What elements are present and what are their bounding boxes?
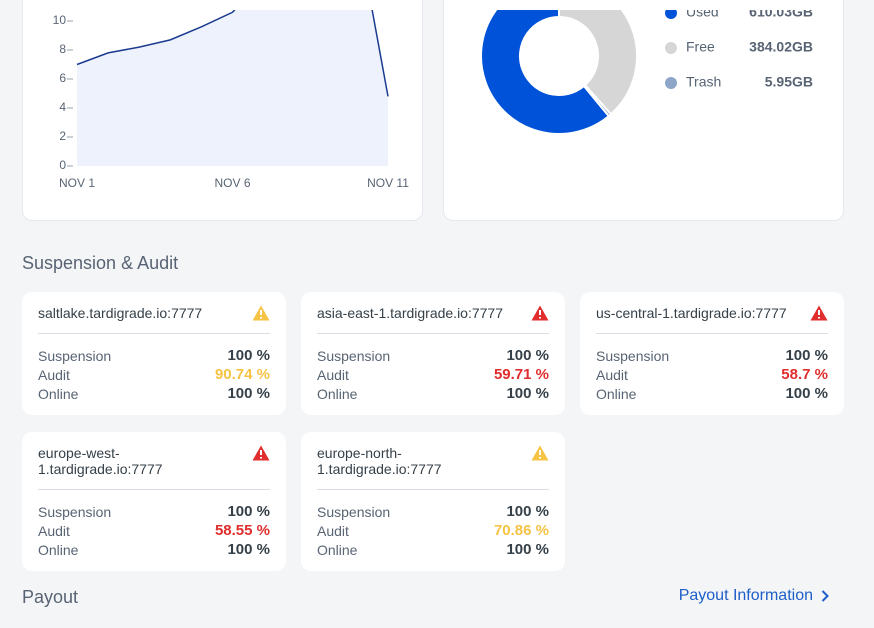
stat-label: Suspension bbox=[317, 503, 391, 520]
stat-value: 90.74 % bbox=[214, 366, 270, 383]
x-tick-label: NOV 11 bbox=[367, 176, 409, 190]
y-tick-label: 0 bbox=[59, 158, 66, 172]
stat-label: Online bbox=[596, 385, 637, 402]
warning-icon bbox=[531, 445, 549, 461]
charts: Used 610.03GB Free 384.02GB Trash 5.95GB 0 2 4 6… bbox=[53, 4, 813, 190]
card-header: asia-east-1.tardigrade.io:7777 bbox=[317, 305, 549, 334]
stat-row: Suspension 100 % bbox=[38, 502, 270, 521]
legend-value: 5.95GB bbox=[765, 74, 813, 90]
card-title: europe-west-1.tardigrade.io:7777 bbox=[38, 445, 163, 477]
legend-label: Trash bbox=[686, 74, 721, 90]
stat-row: Suspension 100 % bbox=[38, 346, 270, 365]
y-tick-label: 8 bbox=[59, 42, 66, 56]
donut-slice bbox=[558, 10, 638, 116]
stat-row: Online 100 % bbox=[38, 540, 270, 559]
stat-value: 100 % bbox=[227, 385, 270, 402]
card-title: saltlake.tardigrade.io:7777 bbox=[38, 305, 203, 321]
warning-icon bbox=[252, 305, 270, 321]
section-heading: Suspension & Audit bbox=[22, 253, 179, 273]
stat-value: 100 % bbox=[785, 347, 828, 364]
node-card: us-central-1.tardigrade.io:7777 Suspensio… bbox=[580, 292, 844, 415]
x-tick-label: NOV 1 bbox=[59, 176, 95, 190]
card-header: us-central-1.tardigrade.io:7777 bbox=[596, 305, 828, 334]
stat-row: Online 100 % bbox=[38, 384, 270, 403]
legend-dot bbox=[665, 42, 677, 54]
stat-value: 70.86 % bbox=[493, 522, 549, 539]
stat-row: Audit 70.86 % bbox=[317, 521, 549, 540]
stat-value: 100 % bbox=[785, 385, 828, 402]
stat-row: Suspension 100 % bbox=[317, 502, 549, 521]
node-card: europe-west-1.tardigrade.io:7777 Suspensi… bbox=[22, 432, 286, 571]
warning-icon bbox=[252, 445, 270, 461]
stat-label: Audit bbox=[38, 522, 70, 539]
stat-label: Audit bbox=[38, 366, 70, 383]
legend-value: 384.02GB bbox=[749, 39, 813, 55]
stat-label: Online bbox=[317, 385, 358, 402]
stat-value: 58.55 % bbox=[214, 522, 270, 539]
warning-icon bbox=[810, 305, 828, 321]
card-title: asia-east-1.tardigrade.io:7777 bbox=[317, 305, 504, 321]
legend-value: 610.03GB bbox=[749, 4, 813, 20]
stat-value: 100 % bbox=[506, 541, 549, 558]
y-tick-label: 4 bbox=[59, 100, 66, 114]
line bbox=[76, 10, 389, 97]
node-card: asia-east-1.tardigrade.io:7777 Suspension… bbox=[301, 292, 565, 415]
link-text[interactable]: Payout Information bbox=[678, 587, 813, 604]
stat-label: Audit bbox=[317, 366, 349, 383]
stat-value: 100 % bbox=[506, 385, 549, 402]
card-title: us-central-1.tardigrade.io:7777 bbox=[596, 305, 787, 321]
card-header: europe-west-1.tardigrade.io:7777 bbox=[38, 445, 270, 490]
stat-label: Suspension bbox=[38, 503, 112, 520]
stat-value: 59.71 % bbox=[493, 366, 549, 383]
stat-row: Audit 58.7 % bbox=[596, 365, 828, 384]
stat-row: Online 100 % bbox=[317, 540, 549, 559]
payout-link[interactable]: Payout Information bbox=[679, 587, 829, 605]
card-header: europe-north-1.tardigrade.io:7777 bbox=[317, 445, 549, 490]
y-tick-label: 6 bbox=[59, 71, 66, 85]
card-grid: saltlake.tardigrade.io:7777 Suspension 100… bbox=[22, 292, 844, 571]
stat-label: Audit bbox=[596, 366, 628, 383]
stat-value: 100 % bbox=[506, 347, 549, 364]
stat-row: Online 100 % bbox=[596, 384, 828, 403]
stat-label: Online bbox=[38, 541, 79, 558]
stat-value: 100 % bbox=[227, 541, 270, 558]
stat-value: 100 % bbox=[227, 347, 270, 364]
stat-label: Suspension bbox=[317, 347, 391, 364]
legend-label: Used bbox=[686, 4, 719, 20]
card-header: saltlake.tardigrade.io:7777 bbox=[38, 305, 270, 334]
x-tick-label: NOV 6 bbox=[214, 176, 250, 190]
card-title: europe-north-1.tardigrade.io:7777 bbox=[317, 445, 442, 477]
stat-label: Audit bbox=[317, 522, 349, 539]
stat-label: Suspension bbox=[38, 347, 112, 364]
stat-row: Audit 90.74 % bbox=[38, 365, 270, 384]
legend-dot bbox=[665, 10, 677, 19]
y-tick-label: 10 bbox=[53, 13, 67, 27]
node-card: europe-north-1.tardigrade.io:7777 Suspens… bbox=[301, 432, 565, 571]
legend-label: Free bbox=[686, 39, 715, 55]
stat-row: Suspension 100 % bbox=[596, 346, 828, 365]
warning-icon bbox=[531, 305, 549, 321]
section-heading: Payout bbox=[22, 587, 79, 607]
donut-slice bbox=[480, 10, 611, 135]
area bbox=[77, 10, 388, 166]
stat-value: 100 % bbox=[506, 503, 549, 520]
stat-label: Online bbox=[38, 385, 79, 402]
stat-row: Audit 58.55 % bbox=[38, 521, 270, 540]
stat-label: Online bbox=[317, 541, 358, 558]
stat-row: Online 100 % bbox=[317, 384, 549, 403]
node-card: saltlake.tardigrade.io:7777 Suspension 100… bbox=[22, 292, 286, 415]
stat-row: Audit 59.71 % bbox=[317, 365, 549, 384]
stat-value: 100 % bbox=[227, 503, 270, 520]
stat-value: 58.7 % bbox=[781, 366, 828, 383]
stat-label: Suspension bbox=[596, 347, 670, 364]
y-tick-label: 2 bbox=[59, 129, 66, 143]
stat-row: Suspension 100 % bbox=[317, 346, 549, 365]
legend-dot bbox=[665, 77, 677, 89]
chevron-icon bbox=[821, 590, 829, 602]
